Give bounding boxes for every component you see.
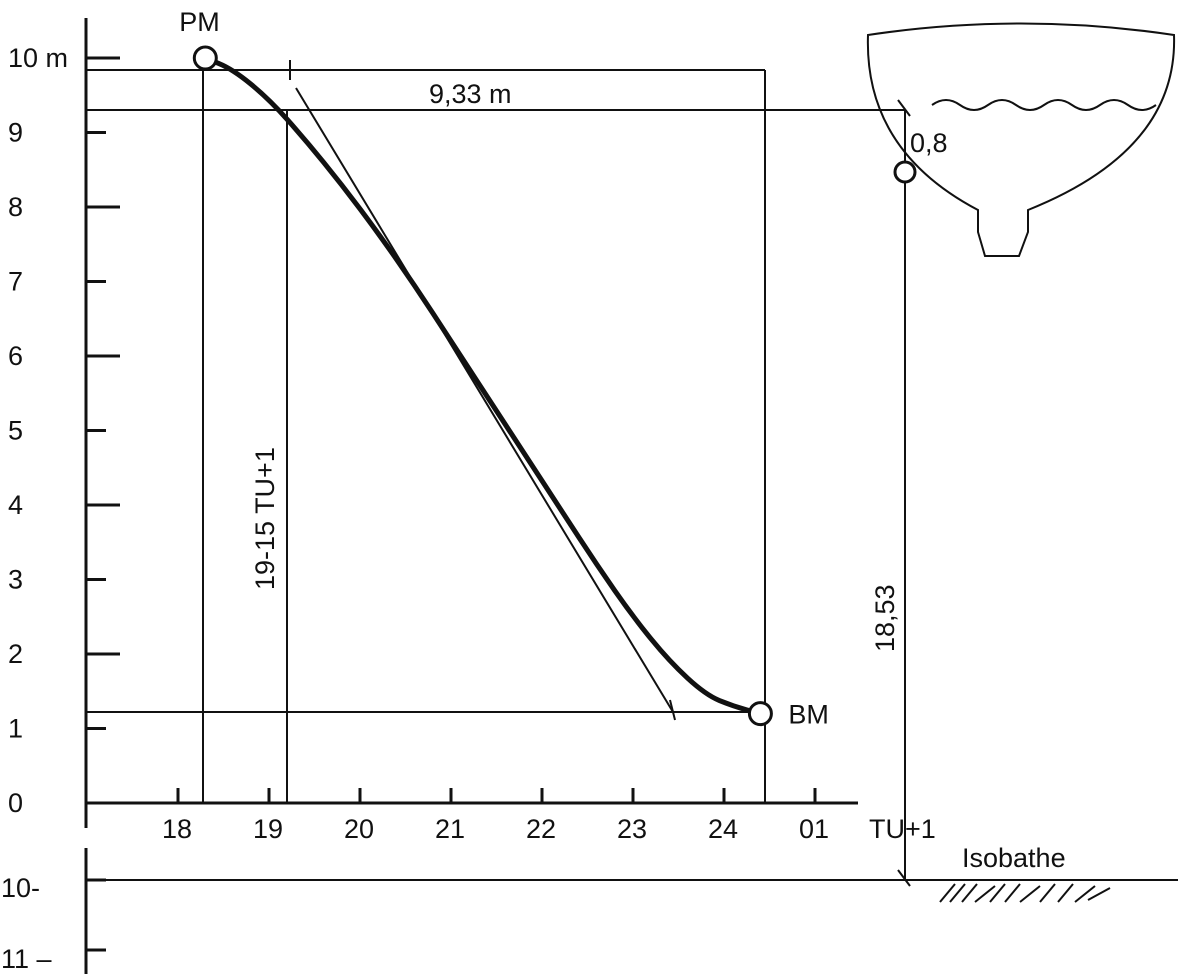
x-axis-label: TU+1 xyxy=(869,814,936,844)
draft-label: 0,8 xyxy=(910,128,948,158)
y-tick-label-6: 6 xyxy=(8,341,23,371)
y-tick-label-4: 4 xyxy=(8,490,23,520)
ship-hull xyxy=(866,22,1176,257)
y-tick-label-8: 8 xyxy=(8,192,23,222)
x-tick-label-18: 18 xyxy=(162,814,192,844)
bm-label: BM xyxy=(788,700,829,730)
y-tick-label-5: 5 xyxy=(8,416,23,446)
y-tick-label-1: 1 xyxy=(8,714,23,744)
depth-arrow-top xyxy=(897,99,911,117)
y-tick-label-0: 0 xyxy=(8,788,23,818)
x-tick-label-24: 24 xyxy=(708,814,738,844)
y-tick-label-7: 7 xyxy=(8,267,23,297)
amplitude-label: 9,33 m xyxy=(429,79,512,109)
y-tick-label-10: 10 m xyxy=(8,43,68,73)
x-tick-label-01: 01 xyxy=(799,814,829,844)
x-tick-label-19: 19 xyxy=(253,814,283,844)
x-tick-label-21: 21 xyxy=(435,814,465,844)
y-tick-label-3: 3 xyxy=(8,565,23,595)
tangent-line xyxy=(295,87,674,713)
keel-point xyxy=(893,160,917,184)
depth-label: 18,53 xyxy=(870,584,900,652)
tide-curve xyxy=(202,55,763,717)
x-tick-label-20: 20 xyxy=(344,814,374,844)
time-label: 19-15 TU+1 xyxy=(250,447,280,590)
seabed-hatching xyxy=(939,883,1111,903)
depth-arrow-bottom xyxy=(897,869,911,887)
water-surface xyxy=(931,99,1157,111)
y-tick-label-9: 9 xyxy=(8,118,23,148)
lower-tick-label-10: 10- xyxy=(1,873,40,903)
pm-label: PM xyxy=(179,7,220,37)
bm-point xyxy=(747,701,773,727)
pm-point xyxy=(192,45,218,71)
isobathe-label: Isobathe xyxy=(962,843,1066,873)
lower-tick-label-11: 11 – xyxy=(1,944,52,974)
x-tick-label-23: 23 xyxy=(617,814,647,844)
x-tick-label-22: 22 xyxy=(526,814,556,844)
y-tick-label-2: 2 xyxy=(8,639,23,669)
